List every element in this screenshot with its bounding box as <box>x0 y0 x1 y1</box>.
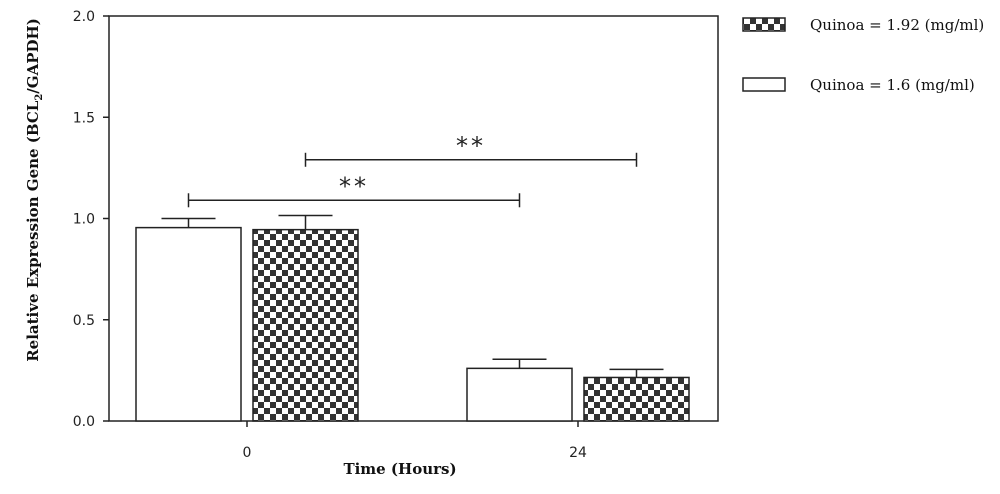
sig-label-0: ** <box>339 172 369 200</box>
legend-label-1: Quinoa = 1.92 (mg/ml) <box>810 16 984 34</box>
bars-group <box>135 214 690 422</box>
y-tick-label-4: 2.0 <box>73 9 95 25</box>
y-tick-label-0: 0.0 <box>73 414 95 430</box>
legend-swatch-plain <box>742 77 786 92</box>
sig-label-1: ** <box>456 132 486 160</box>
y-tick-label-2: 1.0 <box>73 212 95 228</box>
y-axis-ticks: 0.0 0.5 1.0 1.5 2.0 <box>73 9 109 430</box>
legend: Quinoa = 1.92 (mg/ml) Quinoa = 1.6 (mg/m… <box>742 16 984 94</box>
bar-0-checker <box>252 228 359 422</box>
y-tick-label-1: 0.5 <box>73 313 95 329</box>
x-axis-ticks: 0 24 <box>243 421 587 461</box>
bar-0-plain <box>135 226 242 422</box>
x-tick-label-0: 0 <box>243 445 252 461</box>
x-tick-label-24: 24 <box>569 445 587 461</box>
legend-swatch-checker <box>742 17 786 32</box>
bar-24-checker <box>583 376 690 422</box>
y-tick-label-3: 1.5 <box>73 110 95 126</box>
x-axis-title: Time (Hours) <box>343 460 456 478</box>
y-axis-title: Relative Expression Gene (BCL2/GAPDH) <box>24 18 45 362</box>
legend-label-2: Quinoa = 1.6 (mg/ml) <box>810 76 975 94</box>
significance-group: ** ** <box>187 132 638 208</box>
bar-24-plain <box>466 367 573 422</box>
